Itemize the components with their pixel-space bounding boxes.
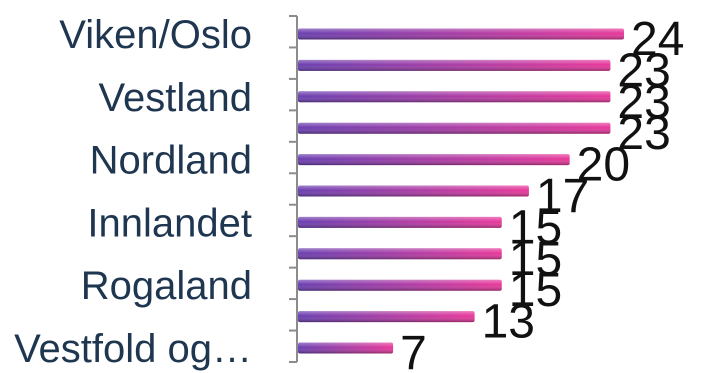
bar-shading	[298, 248, 502, 260]
bar-shading	[298, 185, 529, 197]
bar-shading	[298, 122, 611, 134]
data-label: 17	[536, 170, 589, 223]
category-label: Viken/Oslo	[59, 13, 252, 57]
data-label: 15	[509, 264, 562, 317]
data-label: 20	[577, 139, 630, 192]
bar-shading	[298, 59, 611, 71]
data-label: 23	[617, 44, 670, 97]
y-axis	[289, 15, 298, 363]
data-label: 24	[631, 13, 684, 66]
category-label: Nordland	[90, 139, 252, 183]
bar-shading	[298, 91, 611, 103]
category-label: Vestfold og…	[14, 327, 252, 371]
category-labels: Viken/Oslo Vestland Nordland Innlandet Rogal…	[14, 13, 252, 371]
bar-shading	[298, 279, 502, 291]
bar-shading	[298, 216, 502, 228]
category-label: Rogaland	[81, 264, 252, 308]
data-label: 23	[617, 76, 670, 129]
bar-shading	[298, 311, 475, 323]
bars	[298, 28, 624, 354]
data-label: 13	[482, 296, 535, 349]
data-label: 7	[400, 327, 427, 373]
bar-shading	[298, 342, 394, 354]
bar-shading	[298, 28, 624, 40]
data-label: 15	[509, 201, 562, 254]
data-label: 15	[509, 233, 562, 286]
bar-shading	[298, 154, 570, 166]
category-label: Vestland	[99, 76, 252, 120]
category-label: Innlandet	[87, 201, 252, 245]
data-label: 23	[617, 107, 670, 160]
